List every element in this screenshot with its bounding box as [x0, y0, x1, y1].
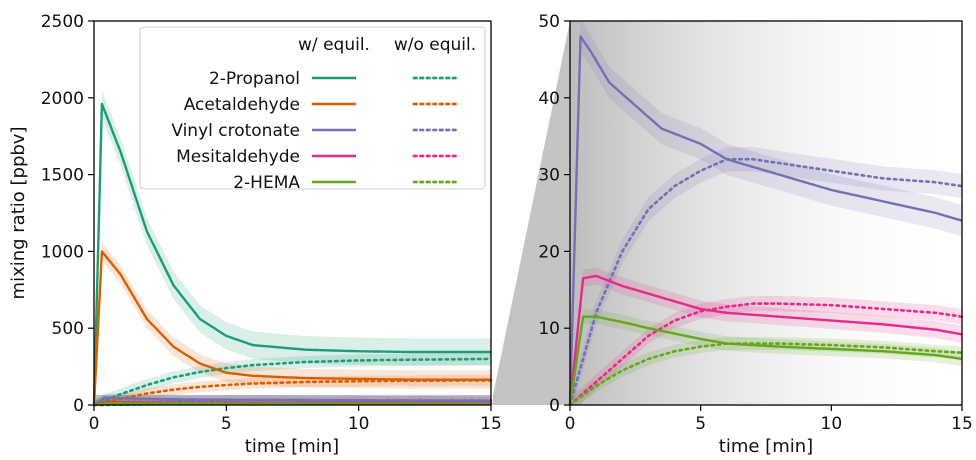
right-x-tick-label: 5: [695, 414, 706, 434]
right-y-tick-label: 10: [538, 319, 560, 339]
right-series-mesitaldehyde-w-equil: [568, 274, 963, 406]
legend-box: [139, 26, 486, 190]
left-band-acetaldehyde-wo-equil: [94, 375, 491, 405]
legend-label-2-hema: 2-HEMA: [233, 173, 300, 193]
left-band-2-propanol-w-equil: [94, 90, 491, 406]
right-series-vinyl-crotonate-wo-equil: [568, 157, 964, 407]
zoom-connector: [493, 21, 570, 405]
right-x-tick-label: 15: [951, 414, 973, 434]
legend: w/ equil. w/o equil. 2-Propanol Acetaldeh…: [139, 26, 486, 193]
right-x-tick-label: 0: [565, 414, 576, 434]
right-axes-frame: [569, 20, 963, 406]
left-x-axis-label: time [min]: [245, 436, 339, 457]
legend-label-vinyl-crotonate: Vinyl crotonate: [171, 121, 300, 141]
left-series-2-propanol-wo-equil: [92, 357, 493, 407]
left-axes-frame: [93, 20, 492, 406]
left-ticks: 0 5 10 15 0 500 1000 1500 2000 2500: [41, 12, 502, 434]
left-series-acetaldehyde-wo-equil: [92, 379, 493, 407]
left-y-tick-label: 2000: [41, 89, 84, 109]
left-y-tick-label: 1500: [41, 166, 84, 186]
right-series-vinyl-crotonate-w-equil: [568, 35, 963, 406]
right-y-tick-label: 40: [538, 89, 560, 109]
legend-header-wo-equil: w/o equil.: [394, 35, 476, 55]
legend-label-2-propanol: 2-Propanol: [209, 69, 300, 89]
left-x-tick-label: 5: [221, 414, 232, 434]
right-y-tick-label: 50: [538, 12, 560, 32]
right-ticks: 0 5 10 15 0 10 20 30 40 50: [538, 12, 972, 434]
left-x-tick-label: 0: [89, 414, 100, 434]
legend-label-mesitaldehyde: Mesitaldehyde: [176, 147, 300, 167]
right-x-axis-label: time [min]: [719, 436, 813, 457]
right-band-vinyl-crotonate-wo-equil: [570, 147, 962, 406]
right-y-tick-label: 30: [538, 166, 560, 186]
left-x-tick-label: 10: [348, 414, 370, 434]
right-series-2-hema-wo-equil: [568, 342, 964, 407]
left-band-acetaldehyde-w-equil: [94, 242, 491, 405]
right-band-vinyl-crotonate-w-equil: [570, 21, 962, 405]
legend-label-acetaldehyde: Acetaldehyde: [184, 95, 300, 115]
zoom-background-right: [570, 21, 962, 405]
right-chart: 0 5 10 15 0 10 20 30 40 50 time [min]: [538, 12, 972, 457]
left-band-2-propanol-wo-equil: [94, 352, 491, 405]
left-series: [92, 102, 493, 407]
right-series-2-hema-w-equil: [568, 315, 963, 406]
right-y-tick-label: 20: [538, 242, 560, 262]
right-series-mesitaldehyde-wo-equil: [568, 302, 964, 407]
left-y-tick-label: 500: [52, 319, 84, 339]
left-series-2-propanol-w-equil: [92, 102, 491, 406]
right-series: [568, 35, 964, 407]
right-band-mesitaldehyde-wo-equil: [570, 296, 962, 405]
left-y-tick-label: 2500: [41, 12, 84, 32]
left-y-tick-label: 1000: [41, 242, 84, 262]
legend-header-w-equil: w/ equil.: [298, 35, 370, 55]
left-series-2-hema-wo-equil: [92, 402, 493, 407]
left-chart: 0 5 10 15 0 500 1000 1500 2000 2500 time [min] mi…: [8, 12, 502, 457]
left-y-tick-label: 0: [73, 396, 84, 416]
left-x-tick-label: 15: [480, 414, 502, 434]
right-band-mesitaldehyde-w-equil: [570, 267, 962, 405]
right-x-tick-label: 10: [821, 414, 843, 434]
left-y-axis-label: mixing ratio [ppbv]: [8, 127, 29, 300]
right-y-tick-label: 0: [549, 396, 560, 416]
legend-rows: 2-Propanol Acetaldehyde Vinyl crotonate Mes…: [171, 69, 458, 193]
